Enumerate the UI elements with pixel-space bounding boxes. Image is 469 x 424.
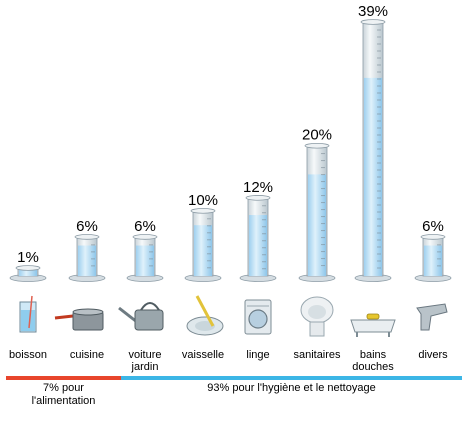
category-label-4: vaisselle [182,349,224,361]
watering-can-icon [118,302,164,331]
value-label-2: 6% [76,218,98,235]
value-label-1: 1% [17,249,39,266]
value-label-8: 6% [422,218,444,235]
category-label-6: sanitaires [293,349,341,361]
dish-icon [186,295,224,336]
bar-1 [9,265,47,282]
category-label-7: bains [360,349,387,361]
bar-6 [298,142,336,282]
faucet-icon [416,303,448,331]
category-label-3: jardin [131,361,159,373]
category-label-8: divers [418,349,448,361]
group-label-1: 7% pour l'alimentation [31,382,96,407]
value-label-4: 10% [188,192,218,209]
group-bar-1 [6,376,121,380]
cooking-pot-icon [54,308,104,331]
category-label-5: linge [246,349,269,361]
bar-4 [184,208,222,282]
value-label-7: 39% [358,3,388,20]
bathtub-icon [350,313,396,337]
bar-8 [414,234,452,282]
bar-2 [68,234,106,282]
toilet-icon [300,296,334,337]
category-label-7: douches [352,361,394,373]
bar-7 [354,19,392,282]
bar-3 [126,234,164,282]
group-label-2: 93% pour l'hygiène et le nettoyage [207,382,376,394]
value-label-6: 20% [302,127,332,144]
glass-icon [19,295,37,333]
group-bar-2 [121,376,462,380]
bar-5 [239,195,277,282]
value-label-3: 6% [134,218,156,235]
category-label-3: voiture [128,349,161,361]
category-label-2: cuisine [70,349,104,361]
category-label-1: boisson [9,349,47,361]
value-label-5: 12% [243,179,273,196]
washing-machine-icon [244,299,272,335]
